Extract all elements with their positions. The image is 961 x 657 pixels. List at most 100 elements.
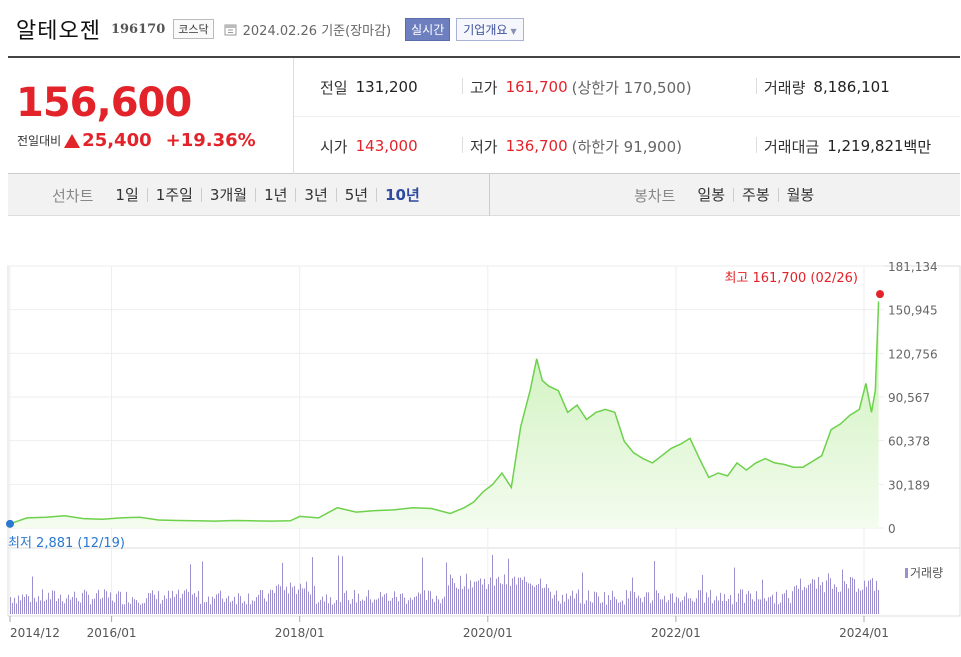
candle-weekly[interactable]: 주봉 (733, 188, 778, 203)
volume-bar (764, 598, 765, 614)
volume-bar (852, 577, 853, 614)
volume-bar (380, 592, 381, 614)
volume-bar (864, 580, 865, 614)
volume-bar (666, 602, 667, 614)
volume-bar (298, 589, 299, 614)
volume-bar (254, 601, 255, 614)
x-tick-label: 2018/01 (275, 626, 325, 640)
volume-bar (30, 601, 31, 614)
volume-bar (494, 585, 495, 614)
volume-bar (660, 599, 661, 614)
range-1w[interactable]: 1주일 (146, 188, 201, 203)
volume-bar (590, 601, 591, 614)
volume-bar (18, 595, 19, 614)
candle-monthly[interactable]: 월봉 (777, 188, 823, 203)
volume-bar (108, 597, 109, 614)
quote-row: 전일 131,200 고가 161,700 (상한가 170,500) 거래량 … (294, 58, 960, 116)
volume-bar (526, 581, 527, 614)
volume-bar (68, 594, 69, 614)
volume-bar (372, 602, 373, 614)
volume-bar (474, 581, 475, 614)
range-10y[interactable]: 10년 (376, 188, 428, 203)
volume-bar (344, 593, 345, 614)
volume-bar (60, 594, 61, 614)
volume-bar (446, 562, 447, 614)
volume-bar (794, 586, 795, 614)
volume-bar (392, 598, 393, 614)
volume-bar (370, 599, 371, 614)
volume-bar (454, 583, 455, 614)
volume-bar (96, 593, 97, 614)
volume-bar (488, 584, 489, 614)
candle-daily[interactable]: 일봉 (697, 186, 726, 204)
volume-bar (634, 591, 635, 614)
volume-bar (112, 600, 113, 614)
volume-bar (266, 601, 267, 614)
volume-bar (786, 589, 787, 614)
volume-bar (72, 597, 73, 614)
volume-bar (486, 588, 487, 614)
volume-bar (28, 596, 29, 614)
volume-bar (134, 599, 135, 614)
volume-bar (76, 597, 77, 614)
volume-bar (682, 600, 683, 614)
volume-bar (142, 603, 143, 614)
volume-bar (776, 591, 777, 614)
volume-bar (148, 592, 149, 614)
volume-bar (40, 600, 41, 614)
prev-close-label: 전일 (320, 78, 348, 97)
volume-bar (176, 594, 177, 614)
volume-bar (732, 604, 733, 614)
volume-bar (434, 602, 435, 614)
volume-bar (180, 598, 181, 614)
range-1d[interactable]: 1일 (115, 186, 139, 204)
volume-bar (550, 591, 551, 614)
volume-bar (26, 594, 27, 614)
volume-bar (554, 594, 555, 614)
volume-bar (408, 600, 409, 614)
volume-bar (466, 573, 467, 614)
volume-bar (850, 576, 851, 614)
volume-bar (684, 596, 685, 614)
volume-bar (116, 593, 117, 614)
volume-bar (800, 578, 801, 614)
min-marker (6, 519, 14, 528)
range-3y[interactable]: 3년 (295, 188, 335, 203)
volume-bar (358, 593, 359, 614)
volume-bar (788, 598, 789, 614)
volume-bar (216, 594, 217, 614)
y-tick-label: 120,756 (888, 347, 938, 361)
range-5y[interactable]: 5년 (335, 188, 376, 203)
volume-bar (272, 589, 273, 614)
volume-bar (840, 591, 841, 614)
line-chart-ranges: 선차트 1일 1주일 3개월 1년 3년 5년 10년 (52, 174, 428, 216)
volume-bar (778, 604, 779, 614)
volume-bar (90, 604, 91, 614)
realtime-button[interactable]: 실시간 (405, 17, 451, 41)
volume-bar (762, 579, 763, 614)
volume-bar (240, 596, 241, 614)
volume-bar (538, 583, 539, 614)
volume-bar (458, 589, 459, 614)
volume-bar (562, 594, 563, 614)
volume-bar (280, 586, 281, 614)
volume-bar (78, 601, 79, 614)
volume-bar (710, 589, 711, 614)
volume-bar (354, 589, 355, 614)
volume-bar (844, 581, 845, 614)
candle-chart-title: 봉차트 (634, 186, 676, 205)
range-3m[interactable]: 3개월 (200, 188, 255, 203)
volume-bar (404, 597, 405, 614)
volume-bar (712, 603, 713, 614)
range-1y[interactable]: 1년 (255, 188, 295, 203)
company-info-button[interactable]: 기업개요 ▼ (456, 17, 524, 41)
y-tick-label: 60,378 (888, 435, 930, 449)
volume-bar (842, 569, 843, 614)
volume-bar (738, 593, 739, 614)
x-tick-label: 2022/01 (651, 626, 701, 640)
volume-bar (174, 596, 175, 614)
volume-bar (204, 602, 205, 614)
volume-bar (432, 598, 433, 614)
volume-bar (724, 594, 725, 614)
volume-bar (566, 593, 567, 614)
